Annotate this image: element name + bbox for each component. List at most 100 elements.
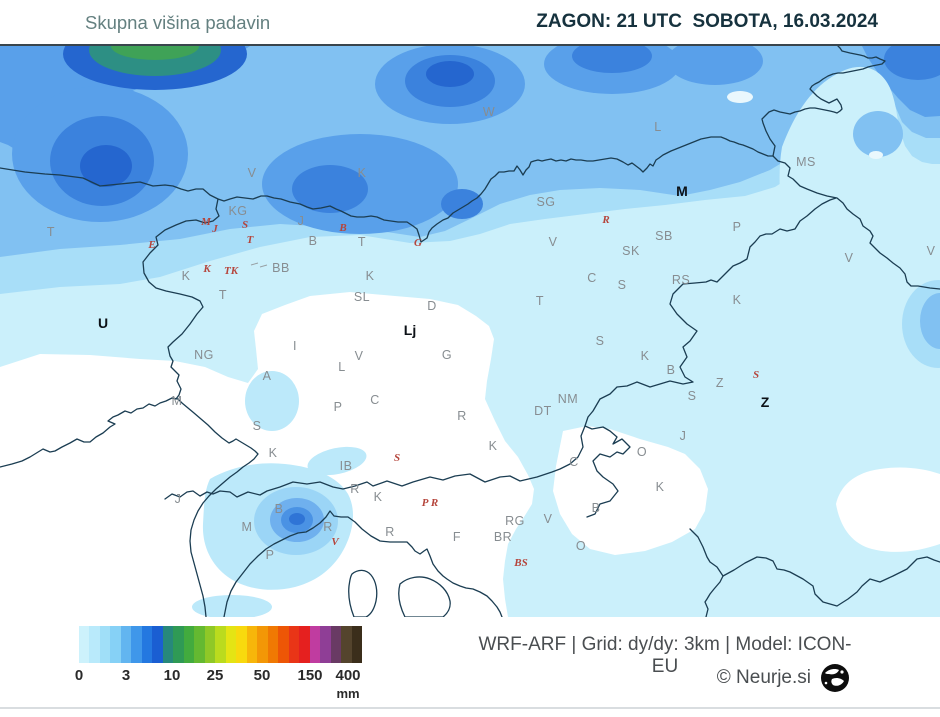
station-label: B (667, 363, 676, 377)
border-zumberak (584, 425, 631, 518)
station-label: M (676, 183, 688, 199)
station-label: R (457, 409, 467, 423)
legend-tick: 10 (163, 667, 181, 684)
station-label: IB (340, 459, 353, 473)
station-label: K (374, 490, 383, 504)
station-label: K (358, 166, 367, 180)
station-label: E (147, 239, 155, 251)
legend-color-cell (246, 626, 258, 663)
legend-unit-label: mm (336, 686, 360, 701)
station-label: V (845, 251, 854, 265)
station-label: K (182, 269, 191, 283)
legend-color-cell (225, 626, 237, 663)
coastline-west (0, 397, 259, 617)
station-label: SK (622, 244, 640, 258)
station-label: KG (228, 204, 247, 218)
legend-color-cell (236, 626, 247, 663)
station-label: RG (505, 514, 525, 528)
legend-color-cell (341, 626, 352, 663)
legend-color-cell (288, 626, 300, 663)
station-label: M (242, 520, 253, 534)
station-label: K (733, 293, 742, 307)
station-label: V (248, 166, 257, 180)
legend-color-cell (320, 626, 331, 663)
station-label: M (200, 216, 212, 228)
legend-tick: 3 (121, 667, 131, 684)
station-label: J (211, 223, 218, 235)
legend-color-cell (89, 626, 100, 663)
legend-color-cell (141, 626, 153, 663)
station-label: D (427, 299, 437, 313)
legend-color-bar (79, 626, 363, 663)
legend-tick: 0 (74, 667, 84, 684)
precipitation-field (0, 46, 940, 617)
station-label: T (247, 234, 255, 246)
model-run-label: ZAGON: 21 UTC SOBOTA, 16.03.2024 (536, 11, 878, 32)
legend-tick: 150 (297, 667, 323, 684)
island-krk (398, 576, 451, 617)
station-label: B (275, 502, 284, 516)
station-label: BB (272, 261, 290, 275)
legend-color-cell (79, 626, 90, 663)
station-label: K (366, 269, 375, 283)
station-label: O (637, 445, 647, 459)
station-label: S (242, 219, 248, 231)
station-label: G (442, 348, 452, 362)
station-label: C (587, 271, 597, 285)
station-label: Z (716, 376, 724, 390)
legend-color-cell (309, 626, 321, 663)
station-label: T (47, 225, 55, 239)
station-label: J (680, 429, 687, 443)
station-label: K (641, 349, 650, 363)
legend-color-cell (278, 626, 289, 663)
station-label: A (263, 369, 272, 383)
legend-color-cell (173, 626, 184, 663)
station-label: V (355, 349, 364, 363)
station-label: R (385, 525, 395, 539)
island-cres (348, 569, 378, 617)
copyright-text: © Neurje.si (716, 667, 811, 688)
station-label: T (219, 288, 227, 302)
legend-color-cell (204, 626, 216, 663)
station-label: V (544, 512, 553, 526)
station-label: T (536, 294, 544, 308)
station-label: L (338, 360, 345, 374)
legend-color-cell (299, 626, 310, 663)
station-label: Lj (404, 322, 416, 338)
station-label: J (175, 492, 182, 506)
station-label: B (592, 501, 601, 515)
station-label: Z (761, 394, 770, 410)
station-label: J (298, 214, 305, 228)
station-label: K (656, 480, 665, 494)
station-label: B (309, 234, 318, 248)
precipitation-map: T V K W L MS SG KG J B T V SK SB C S RS K P V V K BB K T SL D T I V G L… (0, 46, 940, 617)
legend-color-cell (152, 626, 163, 663)
bottom-divider (0, 707, 940, 709)
station-label: K (202, 263, 211, 275)
station-label: T (358, 235, 366, 249)
border-north (0, 46, 886, 243)
station-label: L (654, 120, 661, 134)
precipitation-legend: 0 3 10 25 50 150 400 mm (75, 626, 363, 701)
station-label: S (394, 452, 400, 464)
station-label: R (350, 482, 360, 496)
station-label: NG (194, 348, 214, 362)
country-borders (0, 46, 940, 617)
station-label: W (483, 105, 495, 119)
station-label: V (331, 536, 340, 548)
border-southeast-2 (722, 556, 940, 607)
station-label: DT (534, 404, 552, 418)
legend-color-cell (131, 626, 142, 663)
station-label: P R (422, 497, 438, 509)
station-label: P (266, 548, 275, 562)
coastline-east (223, 510, 503, 617)
station-label: R (601, 214, 609, 226)
legend-color-cell (162, 626, 174, 663)
legend-color-cell (257, 626, 268, 663)
legend-color-cell (183, 626, 195, 663)
station-label: S (596, 334, 605, 348)
station-label: S (753, 369, 759, 381)
